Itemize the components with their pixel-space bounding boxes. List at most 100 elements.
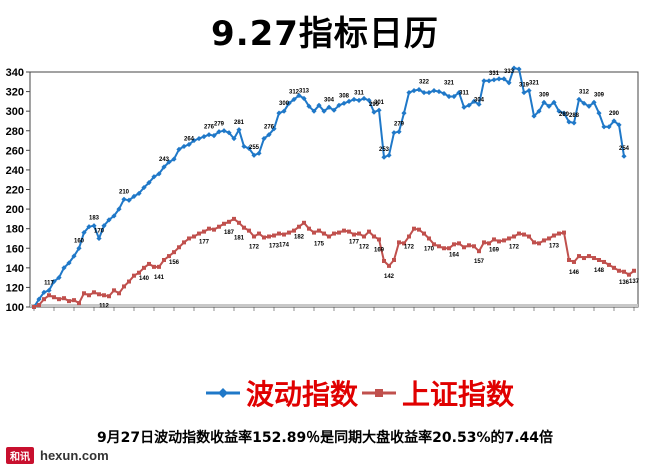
data-point [441,90,447,97]
data-point [276,110,282,116]
data-point [571,120,577,126]
data-point [487,241,491,246]
data-label: 169 [374,247,385,253]
data-point [247,228,251,233]
y-tick-label: 120 [6,282,24,294]
data-point [166,159,172,165]
data-point [261,135,267,142]
data-point [182,240,186,245]
data-point [337,230,341,235]
y-tick-label: 160 [6,243,24,255]
data-point [511,65,517,71]
data-point [232,216,236,221]
data-point [371,109,377,115]
watermark-badge: 和讯 [6,447,34,464]
data-point [491,77,497,83]
data-label: 170 [94,228,105,234]
data-point [456,89,462,96]
chart-title: 9.27指标日历 [211,14,439,54]
data-label: 322 [419,80,430,86]
data-label: 140 [139,276,150,282]
data-point [262,235,266,240]
data-point [316,102,322,108]
data-point [111,213,117,219]
data-point [187,236,191,241]
data-label: 243 [159,157,170,163]
data-label: 174 [279,243,290,249]
data-point [397,240,401,245]
data-point [191,137,197,144]
data-label: 289 [559,112,570,118]
data-point [417,227,421,232]
data-point [562,230,566,235]
data-label: 187 [224,230,235,236]
data-point [502,238,506,243]
data-point [611,118,617,124]
data-point [382,258,386,263]
data-point [291,96,297,103]
data-point [221,128,227,134]
data-point [597,258,601,262]
y-tick-label: 220 [6,185,24,197]
data-point [401,110,407,116]
data-point [442,246,446,251]
data-label: 177 [349,240,360,246]
data-point [231,135,237,142]
data-point [451,93,457,100]
data-point [62,296,66,301]
data-point [386,152,392,158]
data-point [356,97,362,103]
data-label: 276 [204,125,215,131]
data-point [237,220,241,225]
data-point [467,243,471,248]
data-point [301,95,307,102]
data-point [552,233,556,238]
data-point [381,154,387,160]
data-point [66,260,72,266]
data-label: 157 [474,259,485,265]
data-label: 182 [294,235,305,241]
data-label: 136 [619,280,630,286]
data-point [342,228,346,233]
data-point [292,228,296,233]
data-point [587,254,591,259]
y-tick-label: 240 [6,165,24,177]
data-point [72,298,76,303]
data-point [71,253,77,259]
data-label: 301 [374,100,385,106]
data-point [76,245,82,251]
data-point [387,263,391,268]
y-tick-label: 280 [6,126,24,138]
data-point [332,231,336,236]
chart-axes: 100 120 140 160 180 200 220 240 260 280 300 320 340 [6,67,639,314]
data-point [32,305,36,309]
data-point [137,270,141,275]
data-label: 172 [359,245,370,251]
data-point [251,152,257,158]
data-point [202,229,206,234]
data-label: 112 [99,303,109,309]
data-point [152,264,156,269]
data-label: 169 [489,247,500,253]
data-point [476,101,482,107]
data-label: 290 [609,111,620,117]
data-point [132,273,136,278]
data-point [56,275,62,281]
data-point [466,102,472,108]
legend-label-shanghai-index: 上证指数 [402,378,515,411]
data-point [216,129,222,135]
data-point [516,66,522,72]
data-label: 253 [379,147,390,153]
data-label: 304 [324,97,335,103]
data-point [501,76,507,82]
data-point [151,174,157,180]
data-point [376,107,382,113]
data-point [351,96,357,103]
data-point [161,164,167,170]
data-point [412,226,416,231]
data-point [116,206,122,212]
data-label: 172 [509,245,520,251]
data-label: 276 [264,125,275,131]
data-point [632,268,636,273]
